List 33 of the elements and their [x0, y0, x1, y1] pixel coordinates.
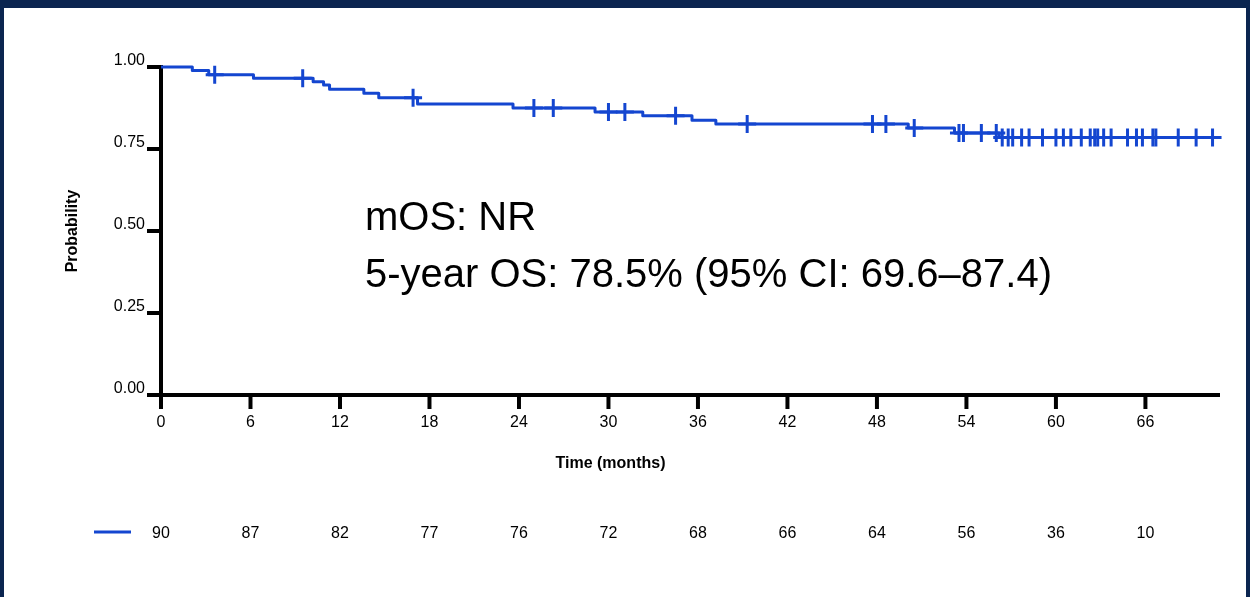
x-tick-label: 48 [868, 413, 886, 430]
text: 64 [868, 524, 886, 541]
x-tick-label: 66 [1136, 413, 1155, 430]
x-tick-label: 0 [156, 413, 166, 430]
x-tick-label: 18 [420, 413, 439, 430]
text: 72 [599, 524, 618, 541]
x-tick-label: 6 [246, 413, 256, 430]
annotation: mOS: NR [365, 194, 537, 238]
y-tick-label: 0.75 [113, 133, 146, 151]
x-tick-label: 60 [1047, 413, 1065, 430]
text: 66 [778, 524, 797, 541]
text: 36 [1047, 524, 1065, 541]
x-tick-label: 36 [689, 413, 707, 430]
y-tick-label: 0.50 [113, 215, 146, 233]
x-tick-label: 12 [331, 413, 349, 430]
text: 87 [241, 524, 260, 541]
x-tick-label: 54 [957, 413, 976, 430]
text: 82 [331, 524, 349, 541]
x-axis-title: Time (months) [555, 454, 666, 471]
text: 76 [510, 524, 528, 541]
text: 77 [420, 524, 439, 541]
x-tick-label: 30 [599, 413, 618, 430]
y-axis-title: Probability [63, 189, 80, 273]
y-tick-label: 0.00 [113, 379, 146, 397]
text: 10 [1136, 524, 1155, 541]
text: 90 [152, 524, 170, 541]
annotation: 5-year OS: 78.5% (95% CI: 69.6–87.4) [365, 251, 1053, 295]
x-tick-label: 24 [510, 413, 528, 430]
y-tick-label: 0.25 [113, 297, 146, 315]
y-tick-label: 1.00 [113, 51, 146, 69]
x-tick-label: 42 [778, 413, 797, 430]
text: 56 [957, 524, 976, 541]
text: 68 [689, 524, 707, 541]
